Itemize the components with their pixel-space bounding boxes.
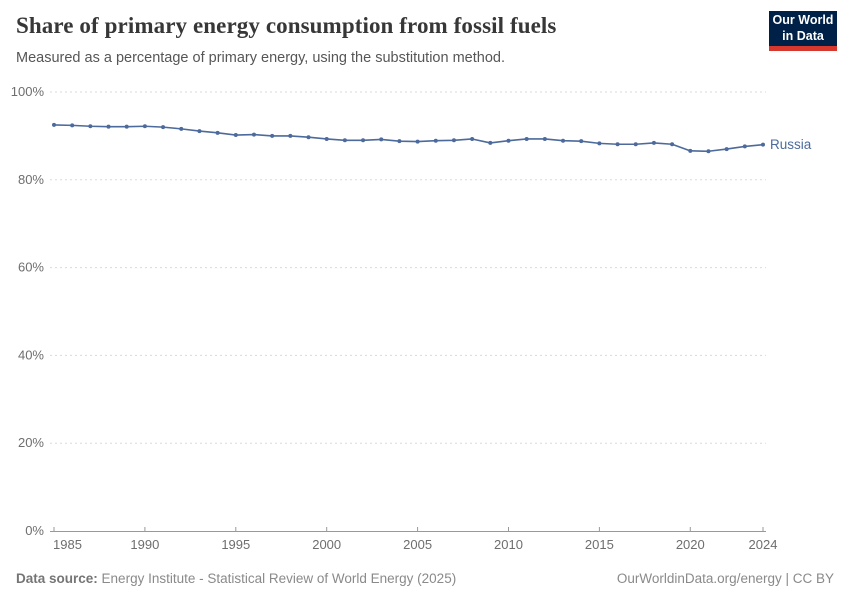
data-point[interactable] (633, 142, 638, 147)
data-point[interactable] (742, 144, 747, 149)
data-source-label: Data source: (16, 571, 98, 586)
y-tick-label: 60% (18, 260, 44, 275)
data-point[interactable] (724, 147, 729, 152)
data-point[interactable] (52, 122, 56, 127)
x-tick-label: 2020 (676, 537, 705, 552)
data-source: Data source: Energy Institute - Statisti… (16, 571, 456, 586)
data-point[interactable] (88, 124, 93, 129)
entity-label[interactable]: Russia (770, 137, 812, 152)
x-tick-label: 2000 (312, 537, 341, 552)
x-tick-label: 2024 (749, 537, 778, 552)
data-point[interactable] (415, 139, 420, 144)
data-point[interactable] (433, 138, 438, 143)
data-point[interactable] (197, 129, 202, 134)
data-point[interactable] (542, 136, 547, 141)
data-point[interactable] (288, 133, 293, 138)
data-point[interactable] (251, 132, 256, 137)
data-point[interactable] (70, 123, 75, 128)
x-tick-label: 2005 (403, 537, 432, 552)
data-point[interactable] (361, 138, 366, 143)
data-point[interactable] (397, 139, 402, 144)
data-point[interactable] (470, 136, 475, 141)
data-point[interactable] (670, 142, 675, 147)
x-tick-label: 2010 (494, 537, 523, 552)
data-point[interactable] (597, 141, 602, 146)
owid-logo: Our World in Data (769, 11, 837, 51)
chart-footer: Data source: Energy Institute - Statisti… (16, 571, 834, 586)
data-point[interactable] (451, 138, 456, 143)
data-source-text: Energy Institute - Statistical Review of… (101, 571, 457, 586)
y-tick-label: 20% (18, 435, 44, 450)
x-tick-label: 1985 (53, 537, 82, 552)
page-title: Share of primary energy consumption from… (16, 13, 557, 38)
y-tick-label: 100% (11, 84, 45, 99)
x-tick-label: 1990 (130, 537, 159, 552)
data-point[interactable] (124, 124, 129, 129)
data-point[interactable] (651, 140, 656, 145)
x-tick-label: 1995 (221, 537, 250, 552)
data-point[interactable] (561, 138, 566, 143)
y-tick-label: 40% (18, 347, 44, 362)
data-point[interactable] (306, 135, 311, 140)
data-point[interactable] (506, 138, 511, 143)
chart-header: Share of primary energy consumption from… (16, 12, 750, 67)
data-point[interactable] (579, 139, 584, 144)
data-point[interactable] (161, 125, 166, 130)
x-tick-label: 2015 (585, 537, 614, 552)
chart-subtitle: Measured as a percentage of primary ener… (16, 49, 505, 66)
data-point[interactable] (233, 133, 238, 138)
data-point[interactable] (324, 136, 329, 141)
y-tick-label: 80% (18, 172, 44, 187)
data-point[interactable] (342, 138, 347, 143)
logo-line-2: in Data (782, 28, 824, 43)
data-point[interactable] (106, 124, 111, 129)
y-tick-label: 0% (25, 523, 44, 538)
data-point[interactable] (524, 136, 529, 141)
data-line[interactable] (53, 124, 764, 153)
data-point[interactable] (142, 124, 147, 129)
data-point[interactable] (615, 142, 620, 147)
data-point[interactable] (179, 126, 184, 131)
data-point[interactable] (270, 133, 275, 138)
data-point[interactable] (761, 142, 765, 147)
data-point[interactable] (215, 130, 220, 135)
data-point[interactable] (706, 149, 711, 154)
data-point[interactable] (688, 148, 693, 153)
data-series[interactable] (52, 122, 765, 154)
license-link[interactable]: OurWorldinData.org/energy | CC BY (616, 571, 834, 586)
data-point[interactable] (488, 140, 493, 145)
data-point[interactable] (379, 137, 384, 142)
logo-line-1: Our World (772, 12, 834, 27)
